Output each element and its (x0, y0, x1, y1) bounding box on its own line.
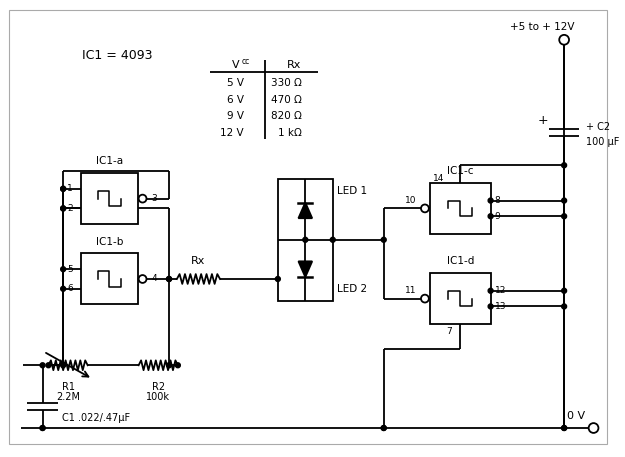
Text: 1: 1 (68, 184, 73, 193)
Text: 10: 10 (404, 196, 416, 205)
Text: 100k: 100k (146, 392, 170, 402)
Text: 5: 5 (68, 265, 73, 274)
Text: 1 kΩ: 1 kΩ (279, 128, 302, 138)
Text: 2: 2 (68, 204, 73, 213)
Text: 9: 9 (494, 212, 500, 221)
Text: IC1-b: IC1-b (96, 237, 123, 247)
Text: 470 Ω: 470 Ω (271, 95, 302, 105)
Text: 12: 12 (494, 286, 506, 295)
Circle shape (488, 288, 493, 293)
Circle shape (61, 186, 66, 191)
Circle shape (303, 237, 308, 242)
Text: IC1 = 4093: IC1 = 4093 (82, 49, 152, 62)
Circle shape (562, 198, 567, 203)
Text: 4: 4 (151, 275, 157, 283)
Circle shape (176, 363, 180, 368)
Text: Rx: Rx (191, 256, 206, 266)
Bar (430, 273, 491, 324)
Polygon shape (299, 202, 312, 218)
Text: 14: 14 (433, 174, 444, 182)
Text: C1 .022/.47μF: C1 .022/.47μF (62, 413, 130, 423)
Bar (278, 179, 332, 301)
Bar (81, 254, 138, 304)
Text: 330 Ω: 330 Ω (271, 78, 302, 88)
Circle shape (381, 425, 386, 430)
Circle shape (139, 195, 146, 202)
Text: IC1-a: IC1-a (96, 156, 122, 166)
Circle shape (61, 206, 66, 211)
Text: 100 μF: 100 μF (586, 137, 619, 147)
Text: 6: 6 (68, 284, 73, 293)
Circle shape (46, 363, 51, 368)
Circle shape (40, 425, 45, 430)
Circle shape (488, 304, 493, 309)
Circle shape (562, 163, 567, 168)
Text: 12 V: 12 V (220, 128, 244, 138)
Circle shape (562, 425, 567, 430)
Text: 7: 7 (447, 327, 452, 336)
Circle shape (139, 275, 146, 283)
Circle shape (276, 276, 280, 282)
Bar (430, 183, 491, 234)
Circle shape (61, 363, 66, 368)
Circle shape (562, 425, 567, 430)
Circle shape (488, 198, 493, 203)
Text: cc: cc (242, 57, 250, 66)
Text: R2: R2 (152, 382, 165, 392)
Circle shape (61, 186, 66, 191)
Text: LED 2: LED 2 (337, 284, 367, 294)
Text: 9 V: 9 V (226, 112, 244, 121)
Text: 2.2M: 2.2M (56, 392, 80, 402)
Text: IC1-d: IC1-d (446, 256, 474, 266)
Circle shape (488, 214, 493, 219)
Text: IC1-c: IC1-c (447, 166, 474, 176)
Text: 11: 11 (404, 286, 416, 295)
Text: 3: 3 (151, 194, 157, 203)
Circle shape (421, 295, 429, 303)
Text: R1: R1 (61, 382, 74, 392)
Text: LED 1: LED 1 (337, 186, 367, 196)
Circle shape (562, 214, 567, 219)
Text: 13: 13 (494, 302, 506, 311)
Text: +5 to + 12V: +5 to + 12V (510, 22, 575, 32)
Text: 8: 8 (494, 196, 500, 205)
Text: 0 V: 0 V (567, 411, 585, 421)
Circle shape (61, 287, 66, 291)
Circle shape (562, 288, 567, 293)
Circle shape (167, 276, 171, 282)
Text: + C2: + C2 (586, 122, 610, 132)
Circle shape (330, 237, 335, 242)
Circle shape (589, 423, 599, 433)
Text: +: + (538, 114, 548, 127)
Polygon shape (299, 261, 312, 277)
Circle shape (167, 276, 171, 282)
Circle shape (559, 35, 569, 45)
Circle shape (40, 363, 45, 368)
Circle shape (381, 425, 386, 430)
Bar (81, 173, 138, 224)
Text: 6 V: 6 V (226, 95, 244, 105)
Text: 820 Ω: 820 Ω (271, 112, 302, 121)
Text: Rx: Rx (288, 60, 302, 70)
Circle shape (61, 206, 66, 211)
Circle shape (40, 425, 45, 430)
Circle shape (562, 304, 567, 309)
Circle shape (61, 267, 66, 271)
Text: V: V (232, 60, 239, 70)
Circle shape (381, 237, 386, 242)
Circle shape (167, 363, 171, 368)
Circle shape (421, 204, 429, 213)
Text: 5 V: 5 V (226, 78, 244, 88)
